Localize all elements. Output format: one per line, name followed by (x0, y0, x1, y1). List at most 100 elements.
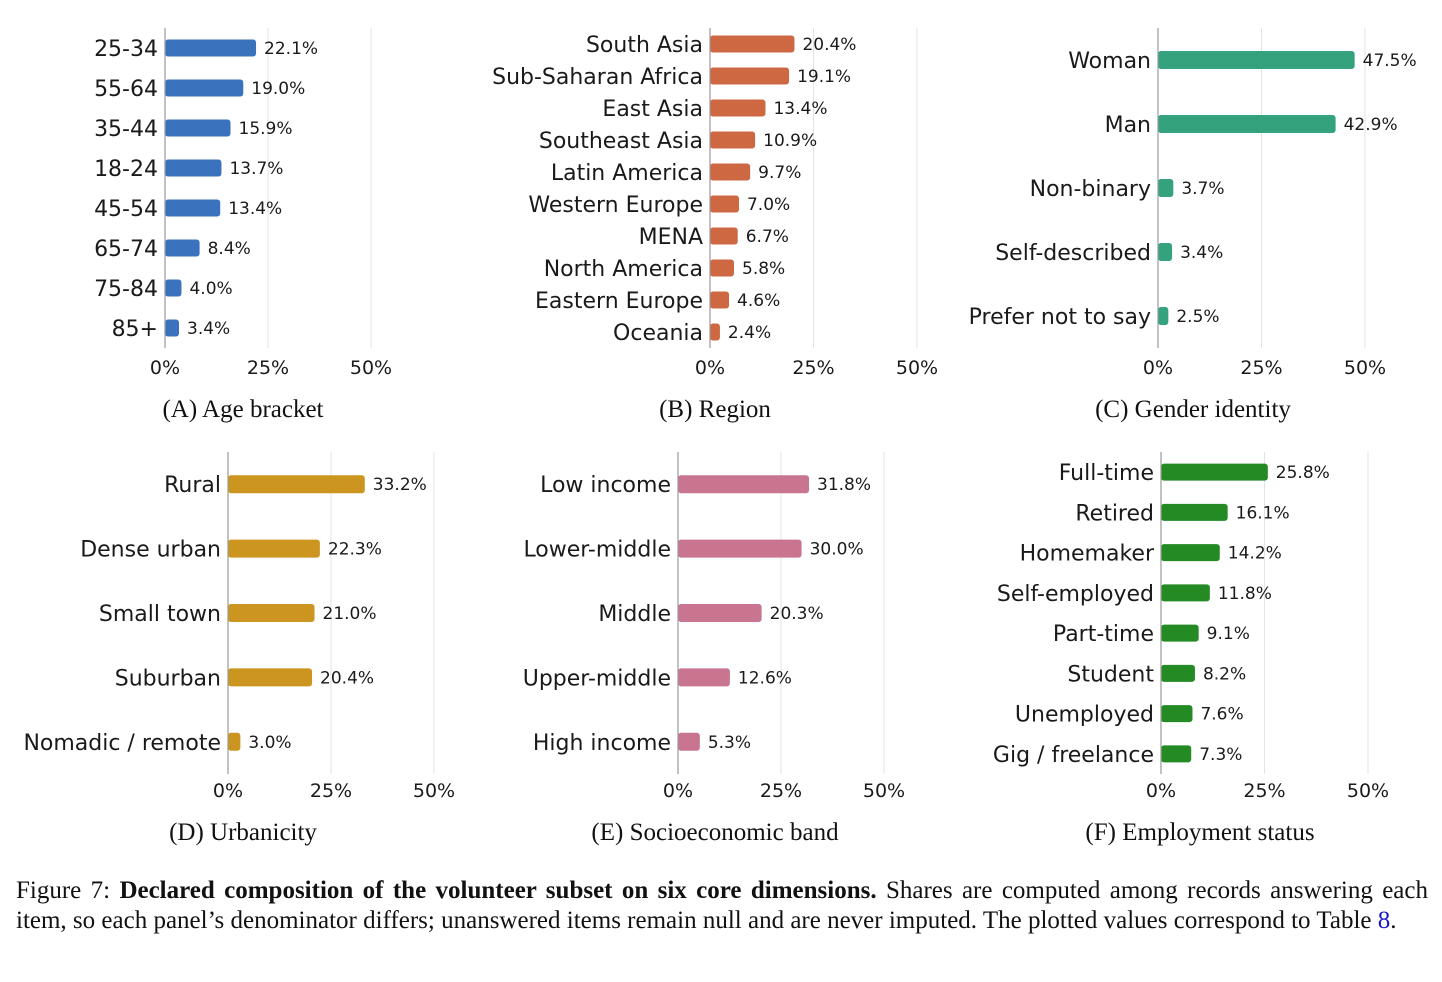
x-tick-label: 25% (1243, 780, 1285, 802)
bar (165, 279, 182, 297)
category-label: 25-34 (94, 37, 158, 62)
data-label: 2.5% (1176, 307, 1219, 327)
data-label: 30.0% (810, 540, 864, 560)
bar (710, 35, 795, 53)
category-label: Gig / freelance (993, 743, 1154, 768)
category-label: High income (533, 731, 671, 756)
x-tick-label: 0% (1143, 357, 1173, 379)
data-label: 7.6% (1200, 705, 1243, 725)
data-label: 19.0% (251, 79, 305, 99)
category-label: Middle (598, 602, 671, 627)
category-label: Suburban (115, 666, 221, 691)
x-tick-label: 50% (863, 780, 905, 802)
table-reference-link[interactable]: 8 (1377, 907, 1391, 934)
category-label: Unemployed (1015, 703, 1154, 728)
panel-caption: (B) Region (659, 396, 771, 423)
category-label: 35-44 (94, 117, 158, 142)
category-label: Woman (1068, 49, 1151, 74)
x-tick-label: 0% (695, 357, 725, 379)
x-tick-label: 0% (150, 357, 180, 379)
panel-caption: (C) Gender identity (1095, 396, 1291, 423)
data-label: 4.6% (737, 291, 780, 311)
bar (710, 227, 738, 245)
data-label: 9.7% (758, 163, 801, 183)
x-tick-label: 0% (1146, 780, 1176, 802)
bar (1158, 307, 1169, 325)
data-label: 33.2% (373, 475, 427, 495)
bar (228, 668, 313, 687)
category-label: Small town (99, 602, 221, 627)
data-label: 7.3% (1199, 745, 1242, 765)
category-label: Western Europe (528, 193, 703, 218)
bar (228, 475, 365, 494)
data-label: 5.3% (708, 733, 751, 753)
chart-panel-1: 0% 25% 50% 25-34 22.1% 55-64 19.0% 35-44 15.9% 18… (94, 28, 392, 423)
category-label: Student (1067, 662, 1154, 687)
data-label: 3.4% (187, 319, 230, 339)
data-label: 2.4% (728, 323, 771, 343)
figure-caption-end: . (1390, 907, 1397, 934)
x-tick-label: 0% (213, 780, 243, 802)
bar (1161, 705, 1193, 723)
bar (710, 131, 756, 149)
data-label: 5.8% (742, 259, 785, 279)
category-label: Oceania (613, 321, 703, 346)
bar (678, 732, 700, 751)
bar (165, 239, 200, 257)
bar (710, 67, 790, 85)
chart-panel-2: 0% 25% 50% South Asia 20.4% Sub-Saharan Afric… (492, 28, 938, 423)
bar (165, 319, 180, 337)
data-label: 6.7% (746, 227, 789, 247)
x-tick-label: 50% (1344, 357, 1386, 379)
bar (165, 39, 257, 57)
category-label: Dense urban (80, 538, 221, 563)
x-tick-label: 25% (247, 357, 289, 379)
data-label: 19.1% (797, 67, 851, 87)
category-label: Part-time (1053, 622, 1154, 647)
bar (228, 732, 241, 751)
chart-panel-4: 0% 25% 50% Rural 33.2% Dense urban 22.3% Small … (23, 452, 455, 846)
bar (1161, 463, 1268, 481)
bar (228, 604, 315, 622)
category-label: Full-time (1059, 461, 1154, 486)
category-label: Self-employed (997, 582, 1154, 607)
data-label: 13.4% (773, 99, 827, 119)
chart-panel-5: 0% 25% 50% Low income 31.8% Lower-middle 30.0%… (523, 452, 905, 846)
bar (678, 668, 730, 687)
data-label: 21.0% (323, 604, 377, 624)
data-label: 16.1% (1236, 503, 1290, 523)
x-tick-label: 50% (413, 780, 455, 802)
data-label: 14.2% (1228, 544, 1282, 564)
category-label: Eastern Europe (535, 289, 703, 314)
x-tick-label: 50% (1347, 780, 1389, 802)
bar (165, 119, 231, 137)
bar (710, 323, 720, 341)
panel-caption: (D) Urbanicity (169, 819, 317, 846)
bar (1161, 544, 1220, 562)
category-label: 85+ (112, 317, 158, 342)
bar (678, 539, 802, 558)
bar (678, 604, 762, 622)
bar (678, 475, 810, 494)
bar (1161, 503, 1228, 521)
data-label: 3.4% (1180, 243, 1223, 263)
bar (1161, 584, 1210, 602)
data-label: 42.9% (1344, 115, 1398, 135)
x-tick-label: 25% (792, 357, 834, 379)
bar (710, 259, 735, 277)
data-label: 31.8% (817, 475, 871, 495)
x-tick-label: 0% (663, 780, 693, 802)
figure-caption-bold: Declared composition of the volunteer su… (119, 877, 877, 904)
bar (1161, 664, 1195, 682)
category-label: 65-74 (94, 237, 158, 262)
chart-panel-6: 0% 25% 50% Full-time 25.8% Retired 16.1% Homema… (993, 452, 1389, 846)
data-label: 8.4% (208, 239, 251, 259)
bar (165, 79, 244, 97)
data-label: 20.4% (320, 668, 374, 688)
panel-caption: (F) Employment status (1085, 819, 1314, 846)
bar (165, 199, 221, 217)
figure-caption-text: Shares are computed among records answer… (16, 877, 1428, 934)
category-label: Rural (164, 473, 221, 498)
data-label: 10.9% (763, 131, 817, 151)
category-label: Man (1105, 113, 1151, 138)
